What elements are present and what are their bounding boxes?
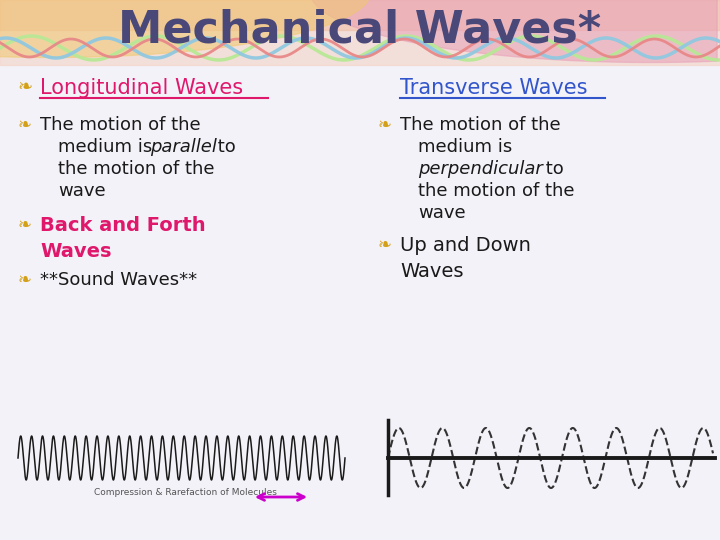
Text: wave: wave [58,182,106,200]
Text: parallel: parallel [150,138,217,156]
Text: Waves: Waves [400,262,464,281]
Text: to: to [540,160,564,178]
Text: ❧: ❧ [378,236,392,254]
Text: ❧: ❧ [18,216,32,234]
Text: perpendicular: perpendicular [418,160,543,178]
Text: ❧: ❧ [378,116,392,134]
Text: ❧: ❧ [18,271,32,289]
Text: the motion of the: the motion of the [58,160,215,178]
Text: ❧: ❧ [18,116,32,134]
Text: to: to [212,138,235,156]
Text: Back and Forth: Back and Forth [40,216,206,235]
Text: Compression & Rarefaction of Molecules: Compression & Rarefaction of Molecules [94,488,276,497]
Text: medium is: medium is [418,138,512,156]
Text: The motion of the: The motion of the [40,116,201,134]
Text: Up and Down: Up and Down [400,236,531,255]
Text: medium is: medium is [58,138,158,156]
Text: wave: wave [418,204,466,222]
Text: the motion of the: the motion of the [418,182,575,200]
Text: The motion of the: The motion of the [400,116,561,134]
Text: **Sound Waves**: **Sound Waves** [40,271,197,289]
Text: Mechanical Waves*: Mechanical Waves* [118,9,602,51]
Text: Waves: Waves [40,242,112,261]
Text: Transverse Waves: Transverse Waves [400,78,588,98]
Text: ❧: ❧ [18,78,33,96]
Text: Longitudinal Waves: Longitudinal Waves [40,78,243,98]
